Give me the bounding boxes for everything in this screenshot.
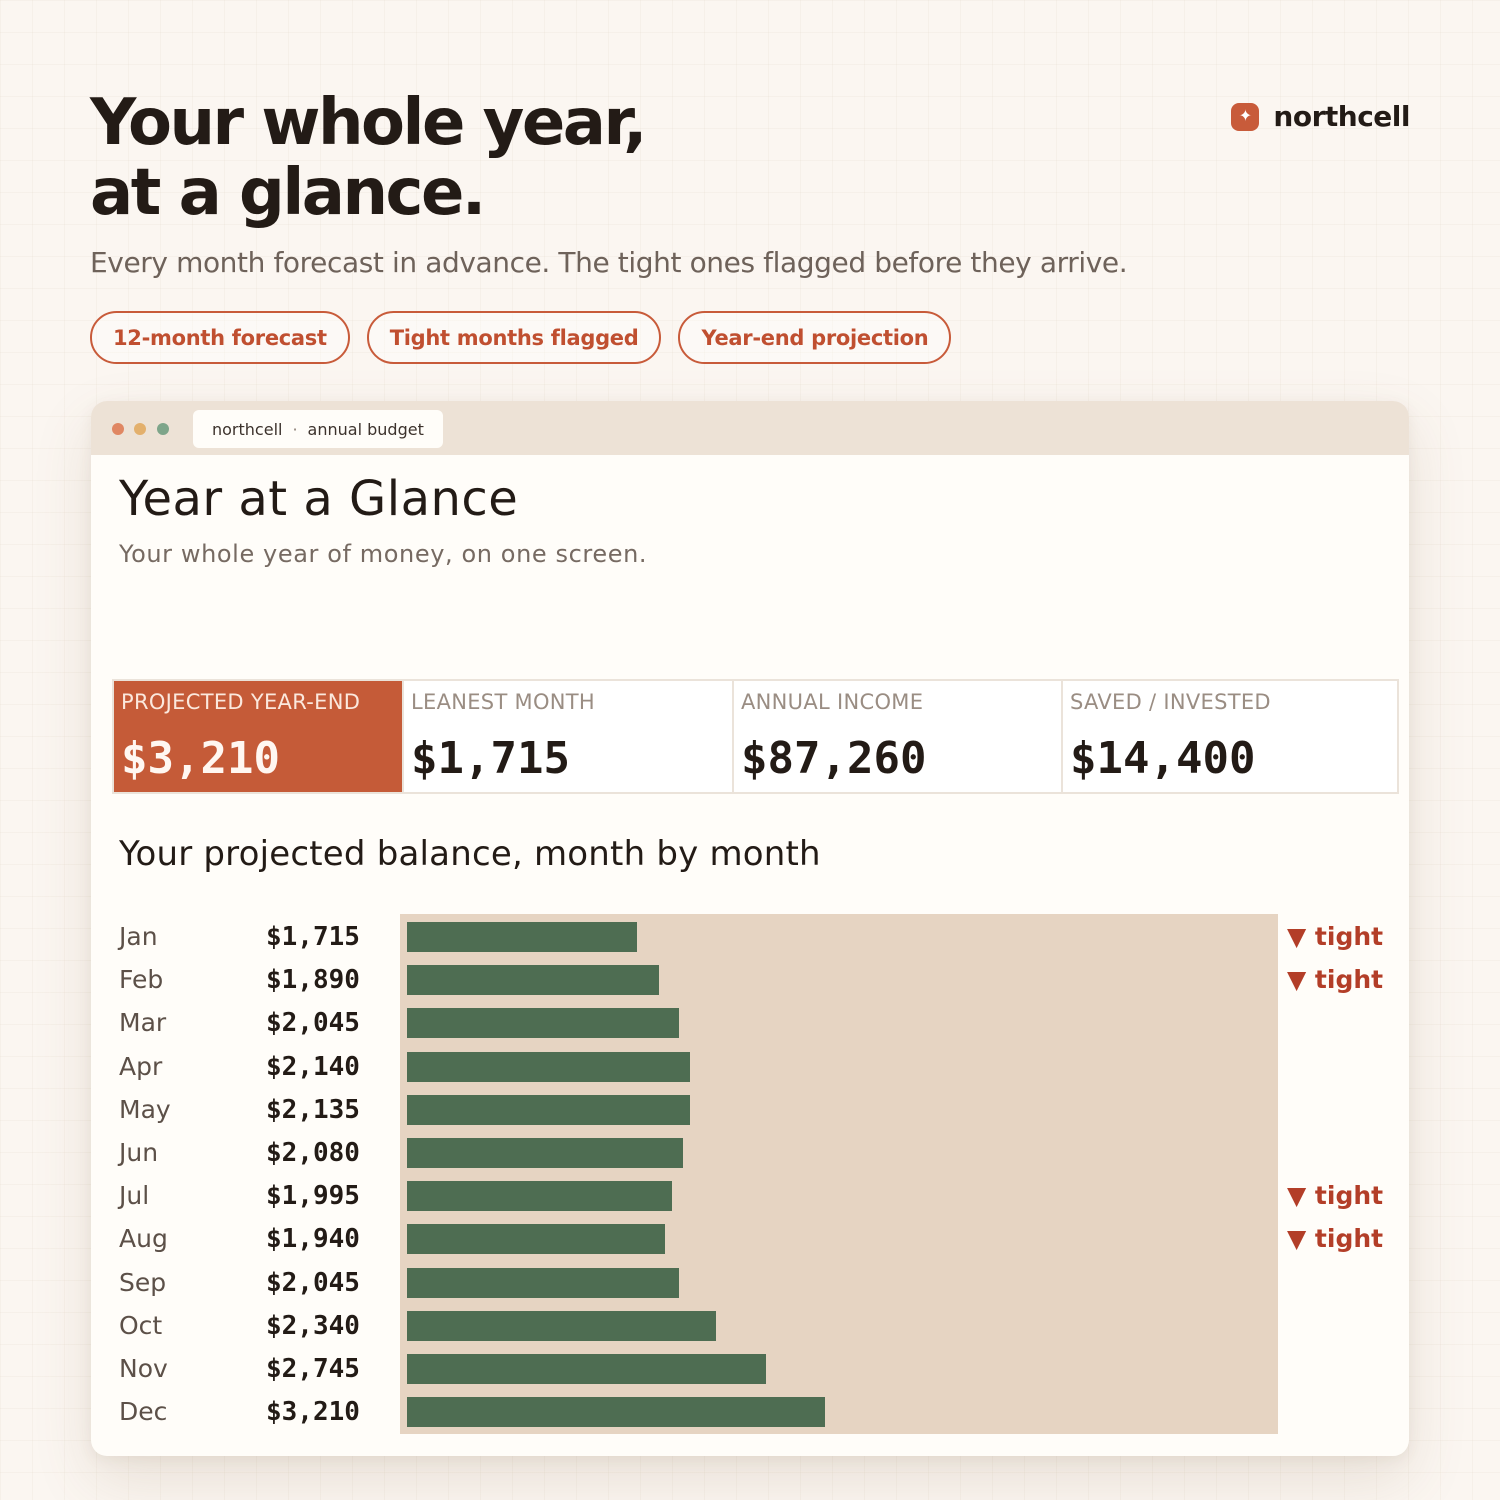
maximize-dot[interactable] <box>157 423 169 435</box>
tab-app-name: northcell <box>212 419 283 439</box>
balance-bar <box>407 965 659 996</box>
pill-12-month-forecast: 12-month forecast <box>90 311 350 364</box>
month-label: Sep <box>119 1267 167 1297</box>
window-titlebar: northcell · annual budget <box>91 401 1409 455</box>
stat-value: $87,260 <box>741 733 927 784</box>
balance-bar <box>407 1267 679 1298</box>
hero-title-line2: at a glance. <box>90 156 486 230</box>
tight-flag: ▼ tight <box>1287 1224 1384 1254</box>
month-label: May <box>119 1094 171 1124</box>
month-label: Dec <box>119 1397 168 1427</box>
balance-value: $2,340 <box>266 1310 360 1341</box>
month-label: Nov <box>119 1354 168 1383</box>
minimize-dot[interactable] <box>134 423 146 435</box>
stat-projected-year-end: PROJECTED YEAR-END $3,210 <box>114 681 402 792</box>
month-label: Aug <box>119 1224 168 1254</box>
month-label: Apr <box>119 1051 163 1081</box>
chart-title: Your projected balance, month by month <box>119 834 821 874</box>
pill-tight-months-flagged: Tight months flagged <box>366 311 662 364</box>
balance-bar <box>407 922 637 952</box>
balance-bar <box>407 1181 672 1212</box>
tight-flag: ▼ tight <box>1287 965 1384 995</box>
stats-row: PROJECTED YEAR-END $3,210 LEANEST MONTH … <box>112 679 1399 794</box>
month-label: Mar <box>119 1008 167 1038</box>
stat-label: LEANEST MONTH <box>411 690 596 714</box>
hero-title-line1: Your whole year, <box>90 86 647 160</box>
close-dot[interactable] <box>112 423 124 435</box>
chart-track <box>400 914 1278 1434</box>
stat-label: ANNUAL INCOME <box>741 690 924 714</box>
month-label: Oct <box>119 1310 163 1340</box>
stat-label: PROJECTED YEAR-END <box>121 690 361 714</box>
stat-saved-invested: SAVED / INVESTED $14,400 <box>1061 681 1397 792</box>
balance-value: $2,745 <box>266 1354 360 1384</box>
balance-bar <box>407 1094 690 1125</box>
balance-value: $1,715 <box>266 922 360 952</box>
stat-annual-income: ANNUAL INCOME $87,260 <box>732 681 1061 792</box>
balance-bar <box>407 1138 683 1168</box>
month-label: Jan <box>119 922 158 951</box>
tab-page-name: annual budget <box>307 419 424 439</box>
month-label: Feb <box>119 965 164 995</box>
hero-title: Your whole year, at a glance. <box>90 86 647 230</box>
balance-bar <box>407 1354 766 1384</box>
balance-bar <box>407 1008 679 1039</box>
balance-value: $2,080 <box>266 1138 360 1168</box>
month-label: Jun <box>119 1138 159 1167</box>
month-label: Jul <box>119 1181 150 1211</box>
window-tab[interactable]: northcell · annual budget <box>193 410 443 448</box>
balance-bar <box>407 1310 716 1341</box>
balance-value: $3,210 <box>266 1397 360 1428</box>
app-window: northcell · annual budget Year at a Glan… <box>91 401 1409 1456</box>
balance-value: $1,890 <box>266 965 360 996</box>
tab-separator: · <box>292 419 298 439</box>
balance-value: $2,045 <box>266 1267 360 1298</box>
stat-value: $3,210 <box>121 733 280 784</box>
balance-value: $2,045 <box>266 1008 360 1039</box>
pill-year-end-projection: Year-end projection <box>678 311 952 364</box>
stat-leanest-month: LEANEST MONTH $1,715 <box>402 681 732 792</box>
page-subtitle: Your whole year of money, on one screen. <box>119 540 648 568</box>
balance-bar <box>407 1224 665 1255</box>
balance-bar <box>407 1397 825 1428</box>
brand-logo: ✦ northcell <box>1231 100 1410 133</box>
stat-value: $14,400 <box>1070 733 1256 784</box>
feature-pills: 12-month forecast Tight months flagged Y… <box>90 311 952 364</box>
balance-value: $1,940 <box>266 1224 360 1255</box>
hero-subtitle: Every month forecast in advance. The tig… <box>90 246 1128 279</box>
balance-value: $2,140 <box>266 1051 360 1082</box>
balance-chart: Jan $1,715 ▼ tight Feb $1,890 ▼ tight Mar $2,04… <box>91 401 1409 1456</box>
brand-name: northcell <box>1273 100 1410 133</box>
tight-flag: ▼ tight <box>1287 1181 1384 1211</box>
stat-label: SAVED / INVESTED <box>1070 690 1271 714</box>
stat-value: $1,715 <box>411 733 570 784</box>
sparkle-icon: ✦ <box>1231 102 1260 131</box>
tight-flag: ▼ tight <box>1287 922 1384 951</box>
balance-value: $1,995 <box>266 1181 360 1212</box>
balance-value: $2,135 <box>266 1094 360 1125</box>
page-title: Year at a Glance <box>119 471 519 527</box>
balance-bar <box>407 1051 690 1082</box>
